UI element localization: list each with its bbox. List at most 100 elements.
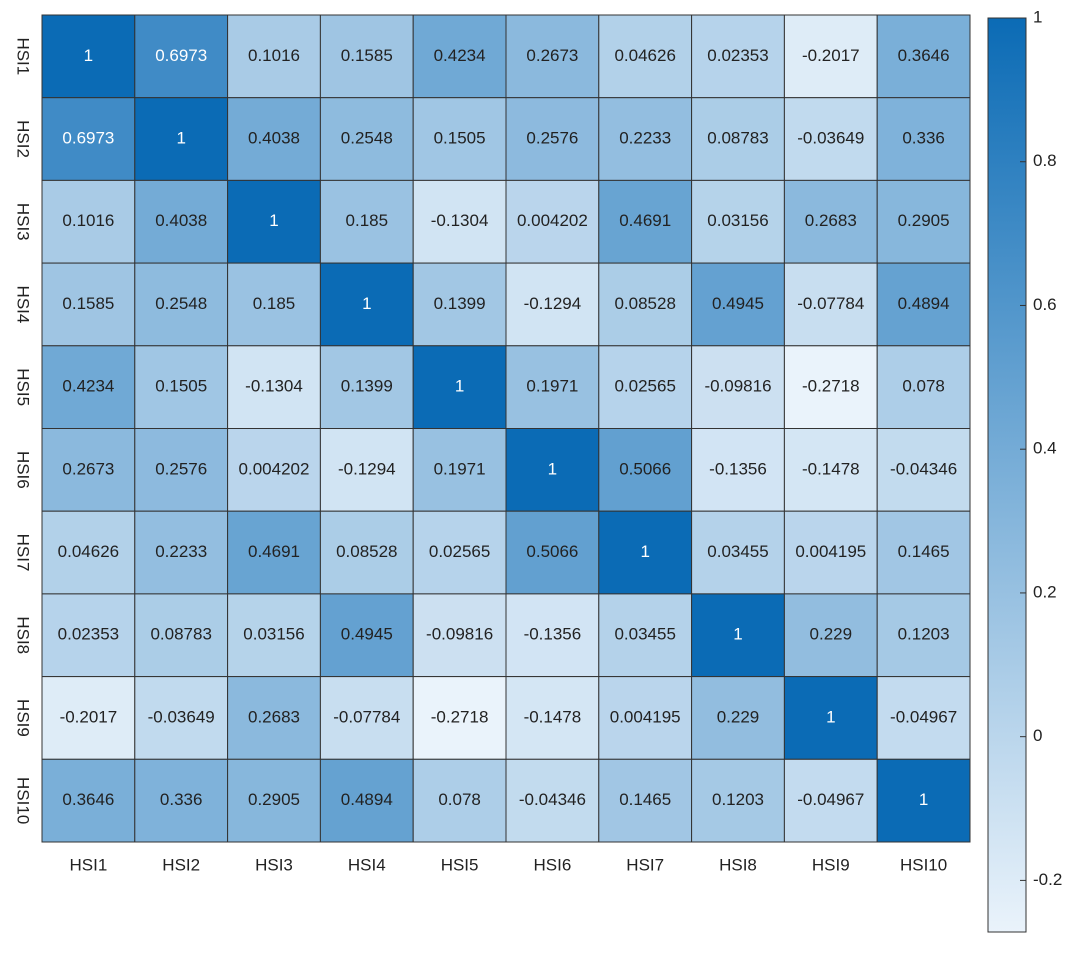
heatmap-cell: [319, 14, 414, 99]
heatmap-cell: [134, 345, 229, 429]
heatmap-cell: [598, 758, 693, 843]
heatmap-cell: [134, 676, 229, 760]
heatmap-cell: [412, 97, 507, 181]
colorbar-tick-label: 0.2: [1033, 582, 1057, 601]
cell-label: -0.1294: [338, 459, 396, 478]
heatmap-cell: [598, 593, 693, 678]
heatmap-cell: [319, 97, 414, 181]
cell-label: 0.2576: [155, 459, 207, 478]
y-tick-label: HSI8: [14, 616, 33, 654]
y-tick-label: HSI4: [14, 286, 33, 324]
cell-label: 1: [640, 542, 649, 561]
cell-label: 0.02565: [429, 542, 490, 561]
y-tick-label: HSI1: [14, 37, 33, 75]
cell-label: 0.1399: [434, 294, 486, 313]
cell-label: 0.1203: [712, 790, 764, 809]
cell-label: 0.1399: [341, 377, 393, 396]
cell-label: 0.2683: [248, 707, 300, 726]
heatmap-cell: [876, 593, 971, 678]
cell-label: 0.02353: [58, 625, 119, 644]
x-tick-label: HSI4: [348, 855, 386, 874]
cell-label: 0.2576: [526, 129, 578, 148]
cell-label: 0.2548: [155, 294, 207, 313]
cell-label: -0.04967: [890, 707, 957, 726]
cell-label: 1: [269, 211, 278, 230]
heatmap-cell: [319, 593, 414, 678]
cell-label: 0.2905: [898, 211, 950, 230]
heatmap-cell: [319, 676, 414, 760]
cell-label: -0.03649: [148, 707, 215, 726]
cell-label: 0.229: [717, 707, 760, 726]
cell-label: 0.1016: [248, 46, 300, 65]
cell-label: -0.1478: [802, 459, 860, 478]
cell-label: 0.004195: [795, 542, 866, 561]
cell-label: 0.185: [346, 211, 389, 230]
cell-label: 0.1971: [434, 459, 486, 478]
heatmap-cell: [783, 179, 878, 264]
x-tick-label: HSI9: [812, 855, 850, 874]
heatmap-cell: [412, 14, 507, 99]
heatmap-cell: [319, 758, 414, 843]
y-tick-label: HSI6: [14, 451, 33, 489]
cell-label: 0.4945: [712, 294, 764, 313]
y-tick-label: HSI10: [14, 777, 33, 824]
cell-label: 0.4038: [248, 129, 300, 148]
y-tick-label: HSI3: [14, 203, 33, 241]
heatmap-cell: [691, 510, 785, 595]
heatmap-cell: [134, 179, 229, 264]
cell-label: 0.08528: [614, 294, 675, 313]
heatmap-cell: [412, 758, 507, 843]
cell-label: 0.08528: [336, 542, 397, 561]
cell-label: 0.004202: [239, 459, 310, 478]
cell-label: -0.03649: [797, 129, 864, 148]
cell-label: 0.6973: [155, 46, 207, 65]
heatmap-cell: [412, 676, 507, 760]
heatmap-cell: [41, 510, 136, 595]
cell-label: 0.08783: [150, 625, 211, 644]
cell-label: 0.4234: [62, 377, 114, 396]
heatmap-cell: [412, 179, 507, 264]
cell-label: 0.1585: [62, 294, 114, 313]
heatmap-cell: [412, 345, 507, 429]
cell-label: -0.1356: [709, 459, 767, 478]
y-tick-label: HSI2: [14, 120, 33, 158]
cell-label: -0.07784: [333, 707, 400, 726]
heatmap-cell: [505, 676, 600, 760]
heatmap-cell: [876, 510, 971, 595]
x-tick-label: HSI6: [534, 855, 572, 874]
y-tick-label: HSI5: [14, 368, 33, 406]
cell-label: 0.03455: [614, 625, 675, 644]
cell-label: 0.03156: [707, 211, 768, 230]
cell-label: 0.02353: [707, 46, 768, 65]
heatmap-cell: [598, 510, 693, 595]
cell-label: 0.078: [438, 790, 481, 809]
heatmap-cell: [134, 97, 229, 181]
heatmap-cell: [783, 262, 878, 347]
cell-label: 0.5066: [526, 542, 578, 561]
heatmap-cell: [319, 428, 414, 512]
heatmap-cell: [412, 428, 507, 512]
cell-label: 0.2905: [248, 790, 300, 809]
cell-label: 1: [455, 377, 464, 396]
cell-label: 0.1465: [619, 790, 671, 809]
cell-label: 0.5066: [619, 459, 671, 478]
colorbar: [987, 17, 1027, 933]
cell-label: 0.08783: [707, 129, 768, 148]
heatmap-cell: [598, 345, 693, 429]
cell-label: 0.185: [253, 294, 296, 313]
cell-label: 0.004195: [610, 707, 681, 726]
cell-label: -0.1478: [524, 707, 582, 726]
heatmap-cell: [134, 758, 229, 843]
heatmap-cell: [783, 758, 878, 843]
cell-label: 0.3646: [898, 46, 950, 65]
heatmap-cell: [876, 97, 971, 181]
cell-label: 0.04626: [614, 46, 675, 65]
cell-label: -0.04346: [890, 459, 957, 478]
cell-label: 0.4691: [248, 542, 300, 561]
cell-label: -0.07784: [797, 294, 864, 313]
cell-label: -0.09816: [704, 377, 771, 396]
cell-label: -0.2017: [60, 707, 118, 726]
y-tick-label: HSI7: [14, 534, 33, 572]
cell-label: 0.04626: [58, 542, 119, 561]
